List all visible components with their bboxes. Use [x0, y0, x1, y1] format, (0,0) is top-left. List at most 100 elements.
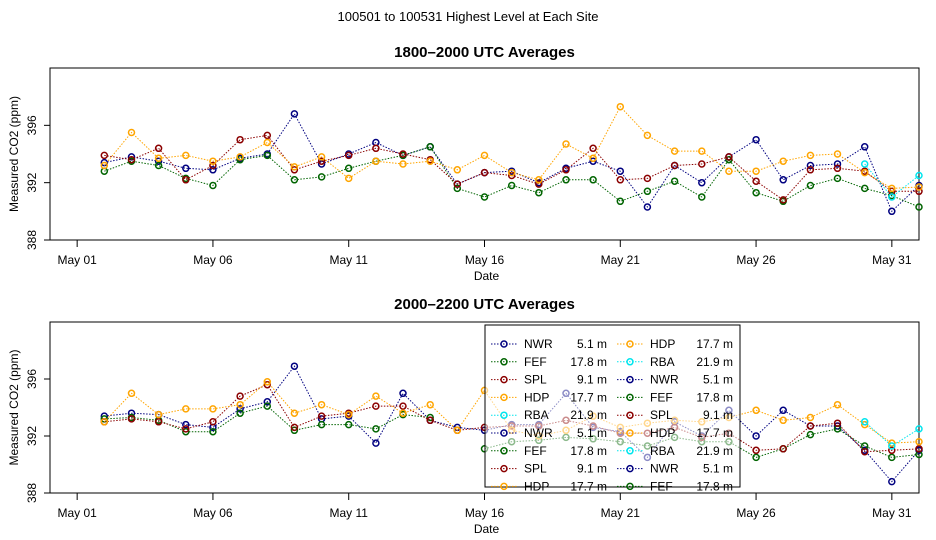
- x-tick-label: May 01: [57, 506, 97, 520]
- series-line-hdp: [103, 105, 920, 189]
- data-point-hdp: [127, 128, 136, 137]
- data-point-hdp: [806, 413, 815, 422]
- data-point-hdp: [698, 147, 706, 155]
- data-point-spl: [263, 131, 272, 140]
- legend-entry: HDP 17.7 m: [617, 337, 733, 351]
- data-point-rba: [888, 442, 896, 450]
- data-point-fef: [833, 174, 842, 183]
- data-point-fef: [344, 164, 353, 173]
- data-point-nwr: [779, 406, 787, 415]
- data-point-spl: [372, 402, 380, 410]
- data-point-rba: [860, 418, 869, 426]
- data-point-spl: [888, 446, 896, 455]
- legend-height: 17.7 m: [696, 337, 733, 351]
- page-title: 100501 to 100531 Highest Level at Each S…: [337, 9, 599, 24]
- chart-panel-1: 1800–2000 UTC Averages May 01 May 06 May 11…: [7, 44, 923, 283]
- x-tick-label: May 06: [193, 506, 233, 520]
- legend-site: NWR: [650, 373, 679, 387]
- data-point-fef: [643, 187, 652, 196]
- data-point-nwr: [236, 405, 244, 413]
- data-point-fef: [317, 173, 326, 181]
- series-hdp: [100, 102, 923, 193]
- legend-height: 21.9 m: [696, 444, 733, 458]
- data-point-nwr: [643, 203, 652, 211]
- data-point-spl: [372, 144, 380, 153]
- x-axis-label: Date: [474, 522, 500, 536]
- data-point-nwr: [888, 207, 896, 216]
- legend-height: 5.1 m: [703, 373, 733, 387]
- data-point-fef: [209, 427, 217, 436]
- data-point-hdp: [915, 437, 923, 446]
- data-point-nwr: [263, 398, 272, 406]
- legend-site: HDP: [524, 390, 549, 404]
- data-point-spl: [209, 161, 217, 170]
- legend-height: 9.1 m: [703, 408, 733, 422]
- data-point-fef: [480, 193, 489, 201]
- data-point-fef: [453, 184, 462, 193]
- data-point-spl: [453, 180, 462, 188]
- data-point-hdp: [453, 166, 462, 174]
- data-point-hdp: [399, 409, 407, 417]
- legend-entry: HDP 17.7 m: [617, 426, 733, 440]
- data-point-rba: [888, 193, 896, 201]
- y-tick-label: 392: [25, 426, 39, 446]
- data-point-hdp: [507, 168, 516, 177]
- data-point-hdp: [290, 163, 299, 171]
- y-tick-label: 388: [25, 230, 39, 250]
- data-point-hdp: [236, 400, 244, 409]
- legend-height: 17.7 m: [696, 426, 733, 440]
- data-point-nwr: [860, 143, 869, 151]
- data-point-spl: [236, 135, 244, 144]
- series-line-hdp: [103, 381, 920, 444]
- legend-entry: NWR 5.1 m: [491, 426, 607, 440]
- legend-site: NWR: [524, 337, 553, 351]
- legend-swatch-marker: [626, 482, 634, 491]
- data-point-hdp: [127, 389, 136, 398]
- data-point-fef: [670, 177, 679, 185]
- data-point-fef: [426, 143, 434, 151]
- data-point-fef: [535, 188, 543, 197]
- legend-entry: FEF 17.8 m: [617, 390, 733, 404]
- legend-box: [484, 324, 741, 488]
- data-point-hdp: [100, 418, 109, 426]
- data-point-hdp: [236, 153, 244, 161]
- data-point-hdp: [209, 405, 217, 413]
- legend-site: NWR: [650, 462, 679, 476]
- data-point-fef: [806, 181, 815, 190]
- legend-height: 5.1 m: [703, 462, 733, 476]
- series-line-rba: [864, 163, 920, 198]
- legend-entry: SPL 9.1 m: [491, 462, 607, 476]
- chart-title: 2000–2200 UTC Averages: [394, 296, 575, 313]
- data-point-fef: [806, 430, 815, 439]
- data-point-hdp: [915, 183, 923, 191]
- legend-entry: RBA 21.9 m: [617, 355, 733, 369]
- data-point-spl: [127, 415, 136, 423]
- x-axis-label: Date: [474, 269, 500, 283]
- data-point-nwr: [372, 439, 380, 447]
- data-point-nwr: [317, 160, 326, 168]
- x-tick-label: May 31: [872, 506, 912, 520]
- data-point-spl: [915, 187, 923, 196]
- legend-site: SPL: [650, 408, 673, 422]
- legend-entry: FEF 17.8 m: [491, 444, 607, 458]
- data-point-spl: [127, 155, 136, 164]
- data-point-hdp: [154, 410, 163, 419]
- data-point-spl: [426, 416, 434, 425]
- data-point-spl: [616, 176, 625, 184]
- legend-height: 21.9 m: [696, 355, 733, 369]
- data-point-rba: [860, 160, 869, 168]
- legend-height: 17.8 m: [570, 444, 607, 458]
- y-tick-label: 388: [25, 483, 39, 503]
- legend-entry: RBA 21.9 m: [491, 408, 607, 422]
- data-point-hdp: [182, 151, 190, 160]
- data-point-hdp: [399, 160, 407, 168]
- data-point-fef: [860, 184, 869, 193]
- data-point-hdp: [833, 400, 842, 409]
- x-tick-label: May 11: [329, 253, 368, 267]
- x-tick-label: May 16: [465, 506, 505, 520]
- legend-entry: FEF 17.8 m: [617, 479, 733, 493]
- data-point-hdp: [263, 378, 272, 386]
- legend-entry: HDP 17.7 m: [491, 390, 607, 404]
- data-point-spl: [752, 446, 760, 455]
